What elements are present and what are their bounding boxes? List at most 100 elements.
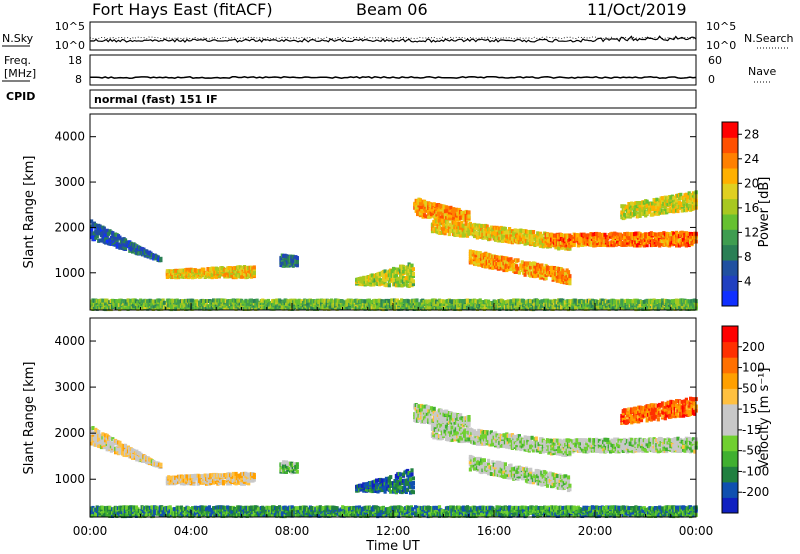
power-echo-cell — [669, 197, 673, 202]
power-echo-cell — [652, 204, 656, 209]
power-colorbar-tick-label: 16 — [744, 201, 759, 215]
power-echo-cell — [280, 303, 284, 308]
power-echo-cell — [620, 204, 624, 209]
power-echo-cell — [415, 298, 419, 303]
power-echo-cell — [540, 263, 544, 268]
power-echo-cell — [533, 264, 537, 269]
power-echo-cell — [387, 283, 391, 288]
power-colorbar-segment — [722, 183, 738, 200]
power-colorbar-tick-label: 28 — [744, 127, 759, 141]
power-echo-cell — [195, 299, 199, 304]
power-echo-cell — [667, 299, 672, 304]
power-echo-cell — [592, 238, 596, 243]
power-echo-cell — [255, 298, 259, 303]
power-y-tick-label: 3000 — [54, 175, 85, 189]
power-echo-cell — [443, 211, 447, 216]
power-echo-cell — [480, 261, 484, 266]
power-echo-cell — [540, 233, 544, 238]
power-echo-cell — [449, 222, 453, 227]
power-echo-cell — [569, 243, 573, 248]
power-echo-cell — [436, 210, 440, 215]
vel-echo-cell — [217, 481, 221, 486]
power-echo-cell — [214, 266, 218, 271]
power-echo-cell — [631, 202, 635, 206]
power-echo-cell — [568, 246, 572, 251]
power-echo-cell — [645, 204, 649, 208]
power-echo-cell — [235, 271, 240, 276]
power-echo-cell — [115, 236, 119, 241]
power-echo-cell — [627, 238, 631, 243]
power-echo-cell — [327, 299, 331, 304]
power-echo-cell — [566, 270, 571, 275]
power-echo-cell — [568, 237, 572, 242]
power-echo-cell — [467, 231, 471, 236]
power-echo-cell — [416, 212, 420, 217]
power-echo-cell — [202, 267, 206, 272]
power-echo-cell — [536, 234, 540, 239]
power-echo-cell — [449, 205, 453, 210]
power-echo-cell — [520, 260, 524, 265]
power-echo-cell — [447, 213, 452, 218]
power-echo-cell — [627, 211, 631, 216]
power-echo-cell — [428, 299, 432, 304]
power-echo-cell — [614, 232, 618, 237]
power-echo-cell — [401, 269, 406, 274]
power-echo-cell — [590, 298, 594, 303]
station-title: Fort Hays East (fitACF) — [92, 0, 273, 19]
power-echo-cell — [662, 237, 666, 242]
power-colorbar-segment — [722, 260, 738, 276]
power-echo-cell — [575, 233, 579, 237]
power-echo-cell — [454, 217, 459, 222]
power-echo-cell — [432, 207, 436, 212]
vel-echo-cell — [111, 444, 115, 449]
power-echo-cell — [418, 198, 422, 203]
power-echo-cell — [123, 245, 128, 250]
power-echo-cell — [266, 298, 270, 303]
power-echo-cell — [105, 228, 109, 233]
vel-echo-cell — [247, 481, 251, 486]
power-echo-cell — [503, 226, 507, 231]
power-colorbar-label: Power [dB] — [757, 177, 772, 248]
power-echo-cell — [689, 204, 693, 209]
power-echo-cell — [109, 307, 113, 312]
power-echo-cell — [666, 207, 670, 212]
power-echo-cell — [383, 280, 387, 285]
power-echo-cell — [635, 243, 639, 248]
power-colorbar-tick-label: 12 — [744, 225, 759, 239]
power-echo-cell — [473, 228, 477, 233]
power-colorbar-segment — [722, 122, 738, 138]
power-echo-cell — [544, 276, 548, 281]
power-echo-cell — [555, 278, 559, 283]
power-echo-cell — [377, 274, 381, 279]
power-echo-cell — [458, 233, 463, 238]
power-colorbar-segment — [722, 229, 738, 246]
power-echo-cell — [464, 221, 468, 226]
power-echo-cell — [191, 298, 195, 303]
power-echo-cell — [447, 232, 451, 237]
power-colorbar-segment — [722, 168, 738, 184]
power-echo-cell — [645, 199, 649, 204]
power-echo-cell — [568, 274, 572, 279]
power-echo-cell — [295, 262, 299, 267]
power-echo-cell — [545, 265, 550, 270]
cpid-label: CPID — [6, 90, 35, 103]
vel-echo-cell — [94, 436, 98, 441]
power-echo-cell — [185, 267, 189, 272]
noise-search-series — [89, 36, 697, 40]
power-echo-cell — [597, 232, 601, 237]
power-echo-cell — [244, 298, 248, 303]
power-echo-cell — [677, 196, 681, 201]
power-echo-cell — [393, 267, 397, 272]
power-echo-cell — [295, 256, 299, 260]
power-echo-cell — [498, 238, 502, 243]
vel-echo-cell — [97, 430, 101, 434]
power-echo-cell — [509, 257, 513, 262]
power-echo-cell — [91, 224, 95, 229]
power-echo-cell — [572, 241, 576, 246]
power-echo-cell — [538, 231, 543, 236]
power-echo-cell — [582, 299, 586, 304]
power-echo-cell — [132, 306, 136, 310]
power-echo-cell — [177, 306, 181, 311]
freq-series — [90, 76, 697, 79]
power-echo-cell — [478, 298, 482, 303]
